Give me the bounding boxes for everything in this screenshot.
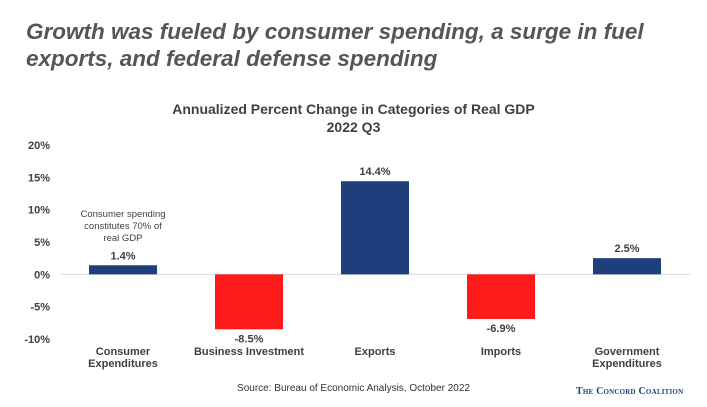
- category-label: Consumer: [96, 346, 151, 358]
- data-label: -8.5%: [235, 333, 264, 345]
- y-tick-label: 5%: [34, 237, 50, 249]
- chart-title: Annualized Percent Change in Categories …: [172, 101, 535, 117]
- bar-government-expenditures: [593, 258, 661, 275]
- bar-imports: [467, 274, 535, 319]
- annotation-text: Consumer spending: [80, 209, 165, 220]
- category-label: Expenditures: [592, 358, 662, 370]
- brand-logo-text: The Concord Coalition: [576, 386, 684, 397]
- category-label: Imports: [481, 346, 521, 358]
- annotation-text: constitutes 70% of: [84, 221, 162, 232]
- y-tick-label: -10%: [24, 334, 50, 346]
- headline-line-2: exports, and federal defense spending: [26, 46, 438, 71]
- y-tick-label: 15%: [28, 172, 50, 184]
- annotation-text: real GDP: [103, 233, 142, 244]
- category-label: Expenditures: [88, 358, 158, 370]
- source-note: Source: Bureau of Economic Analysis, Oct…: [237, 383, 470, 394]
- bar-consumer-expenditures: [89, 265, 157, 275]
- headline: Growth was fueled by consumer spending, …: [26, 18, 686, 72]
- y-tick-label: 0%: [34, 269, 50, 281]
- bar-exports: [341, 181, 409, 275]
- category-label: Business Investment: [194, 346, 304, 358]
- chart-subtitle: 2022 Q3: [326, 119, 381, 135]
- data-label: 1.4%: [110, 250, 135, 262]
- headline-line-1: Growth was fueled by consumer spending, …: [26, 19, 644, 44]
- y-tick-label: 10%: [28, 205, 50, 217]
- category-label: Exports: [355, 346, 396, 358]
- category-label: Government: [595, 346, 660, 358]
- data-label: 2.5%: [614, 243, 639, 255]
- data-label: -6.9%: [487, 323, 516, 335]
- bar-business-investment: [215, 274, 283, 330]
- y-tick-label: 20%: [28, 140, 50, 152]
- chart-title-block: Annualized Percent Change in Categories …: [0, 100, 707, 136]
- data-label: 14.4%: [359, 166, 390, 178]
- y-tick-label: -5%: [30, 302, 50, 314]
